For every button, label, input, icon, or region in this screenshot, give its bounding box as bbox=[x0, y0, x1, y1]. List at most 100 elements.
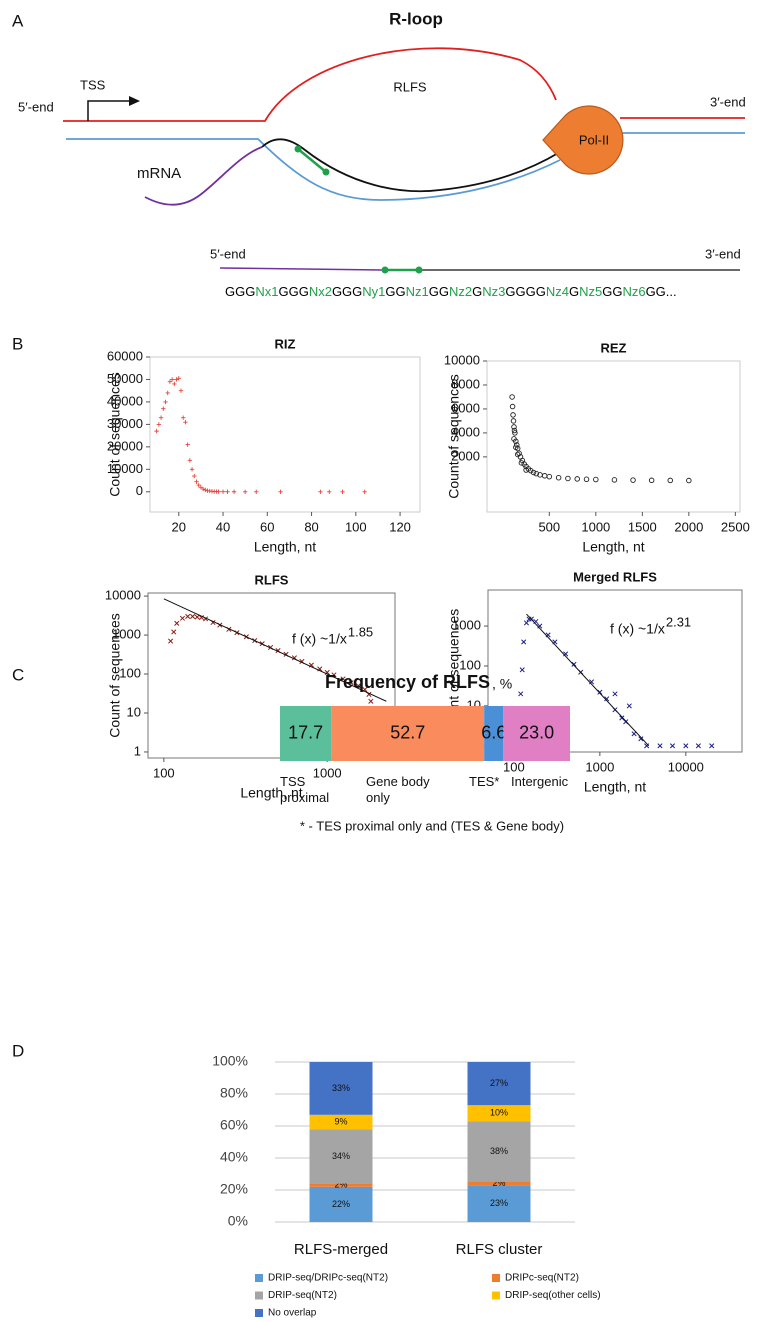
value-label: 17.7 bbox=[288, 722, 323, 742]
point bbox=[368, 698, 374, 704]
point bbox=[172, 381, 177, 387]
sequence-part: GG... bbox=[646, 284, 677, 299]
legend-swatch bbox=[255, 1309, 263, 1317]
point bbox=[165, 390, 170, 396]
label: TSS bbox=[80, 77, 106, 92]
sequence-part: GGG bbox=[225, 284, 255, 299]
point bbox=[225, 489, 230, 494]
point bbox=[638, 736, 644, 742]
point bbox=[546, 473, 553, 480]
panel-label: A bbox=[12, 11, 24, 30]
point bbox=[516, 450, 522, 457]
sequence-part: G bbox=[472, 284, 482, 299]
point bbox=[203, 487, 208, 493]
point bbox=[597, 689, 603, 695]
point bbox=[523, 620, 529, 626]
legend-label: DRIP-seq(NT2) bbox=[268, 1290, 337, 1301]
x-axis-label: Length, nt bbox=[254, 539, 316, 555]
bar-segment bbox=[309, 1186, 373, 1222]
sequence-part: GGG bbox=[278, 284, 308, 299]
sequence-part: Nx2 bbox=[309, 284, 332, 299]
point bbox=[194, 479, 199, 484]
point bbox=[278, 489, 283, 494]
point bbox=[521, 639, 527, 645]
pol-ii bbox=[542, 105, 624, 175]
point bbox=[511, 427, 518, 434]
point bbox=[583, 476, 590, 483]
y-tick-label: 30000 bbox=[107, 416, 143, 431]
legend-swatch bbox=[492, 1291, 500, 1300]
rlfs-strand bbox=[63, 47, 557, 122]
g-dot bbox=[294, 145, 302, 153]
sequence-part: Nz1 bbox=[406, 284, 429, 299]
y-tick-label: 1000 bbox=[112, 626, 141, 641]
panel-label: D bbox=[12, 1041, 24, 1060]
x-axis-label: Length, nt bbox=[584, 779, 646, 795]
legend-swatch bbox=[255, 1274, 263, 1282]
x-tick-label: 100 bbox=[503, 759, 525, 774]
point bbox=[168, 638, 174, 644]
value-label: 10% bbox=[490, 1108, 508, 1118]
point bbox=[167, 379, 173, 384]
annotation-exponent: 2.31 bbox=[666, 614, 691, 629]
point bbox=[593, 476, 599, 483]
chart-title: Frequency of RLFS bbox=[325, 672, 490, 692]
y-axis-label: Count of sequences bbox=[107, 613, 123, 738]
point bbox=[179, 615, 186, 621]
point bbox=[180, 415, 186, 420]
point bbox=[630, 477, 636, 483]
x-tick-label: 120 bbox=[389, 519, 411, 534]
bar-segment bbox=[331, 706, 485, 761]
annotation: f (x) ~1/x bbox=[610, 621, 665, 637]
point bbox=[519, 667, 525, 673]
value-label: 2% bbox=[334, 1180, 347, 1190]
y-tick-label: 6000 bbox=[451, 400, 480, 415]
bar-segment bbox=[280, 706, 332, 761]
value-label: 22% bbox=[332, 1199, 350, 1209]
point bbox=[154, 428, 159, 434]
point bbox=[176, 376, 181, 381]
g-dot bbox=[381, 266, 389, 274]
point bbox=[194, 614, 200, 620]
point bbox=[686, 477, 692, 484]
category-label: Gene body only bbox=[366, 774, 430, 805]
bar-segment bbox=[309, 1183, 373, 1187]
value-label: 9% bbox=[334, 1116, 347, 1126]
y-tick-label: 10000 bbox=[444, 352, 480, 367]
point bbox=[169, 377, 175, 382]
point bbox=[190, 613, 196, 620]
point bbox=[220, 489, 226, 494]
y-tick-label: 8000 bbox=[451, 376, 480, 391]
x-tick-label: 10000 bbox=[668, 759, 704, 774]
y-tick-label: 100 bbox=[119, 665, 141, 680]
point bbox=[196, 482, 201, 488]
bar-segment bbox=[467, 1121, 531, 1182]
point bbox=[200, 486, 206, 492]
bar-segment bbox=[503, 706, 570, 761]
diagram-title: R-loop bbox=[389, 9, 443, 28]
bar-segment bbox=[484, 706, 504, 761]
point bbox=[574, 476, 580, 482]
mrna-strand bbox=[219, 267, 386, 271]
point bbox=[511, 424, 517, 430]
point bbox=[192, 473, 197, 479]
value-label: 27% bbox=[490, 1078, 508, 1088]
y-tick-label: 100% bbox=[212, 1053, 248, 1069]
point bbox=[571, 661, 577, 667]
title-unit: , % bbox=[492, 676, 512, 692]
y-tick-label: 4000 bbox=[451, 424, 480, 439]
x-tick-label: 100 bbox=[345, 519, 367, 534]
point bbox=[183, 419, 188, 425]
label: Pol-II bbox=[579, 132, 609, 147]
sequence-part: Nz5 bbox=[579, 284, 602, 299]
category-label: TSS proximal bbox=[280, 774, 330, 805]
legend-swatch bbox=[492, 1274, 500, 1282]
chart-title: Merged RLFS bbox=[573, 569, 657, 584]
category-label: TES* bbox=[469, 774, 500, 789]
point bbox=[318, 489, 323, 494]
chart-title: RLFS bbox=[255, 572, 289, 587]
template-strand bbox=[66, 138, 561, 201]
point bbox=[163, 399, 168, 405]
panel-label: C bbox=[12, 665, 24, 684]
tss-arrowhead bbox=[129, 96, 140, 106]
